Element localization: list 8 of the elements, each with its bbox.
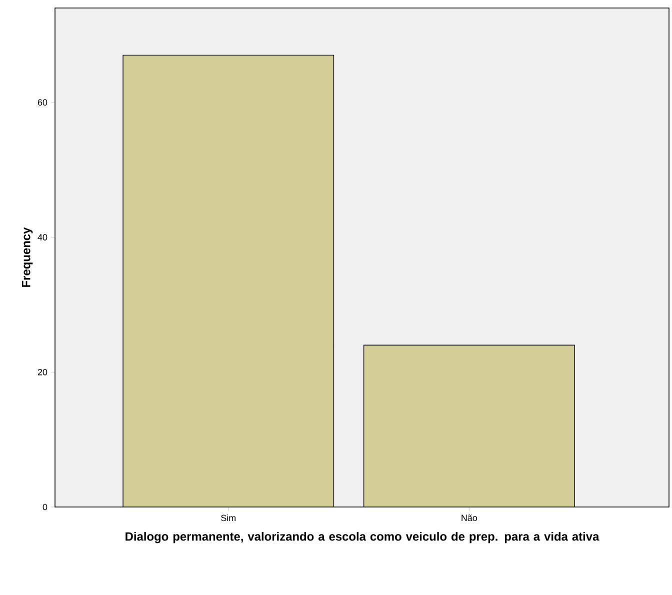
x-axis-title: Dialogo permanente, valorizando a escola como veiculo de prep. para a vida ativa (126, 532, 600, 544)
x-tick-label: Sim (221, 514, 236, 522)
y-tick-label: 60 (38, 99, 48, 106)
y-tick-label: 20 (38, 368, 48, 376)
x-tick-label: Não (462, 514, 477, 522)
y-tick-label: 40 (38, 234, 48, 240)
y-tick-label: 0 (42, 504, 48, 510)
y-axis-title: Frequency (22, 227, 33, 287)
